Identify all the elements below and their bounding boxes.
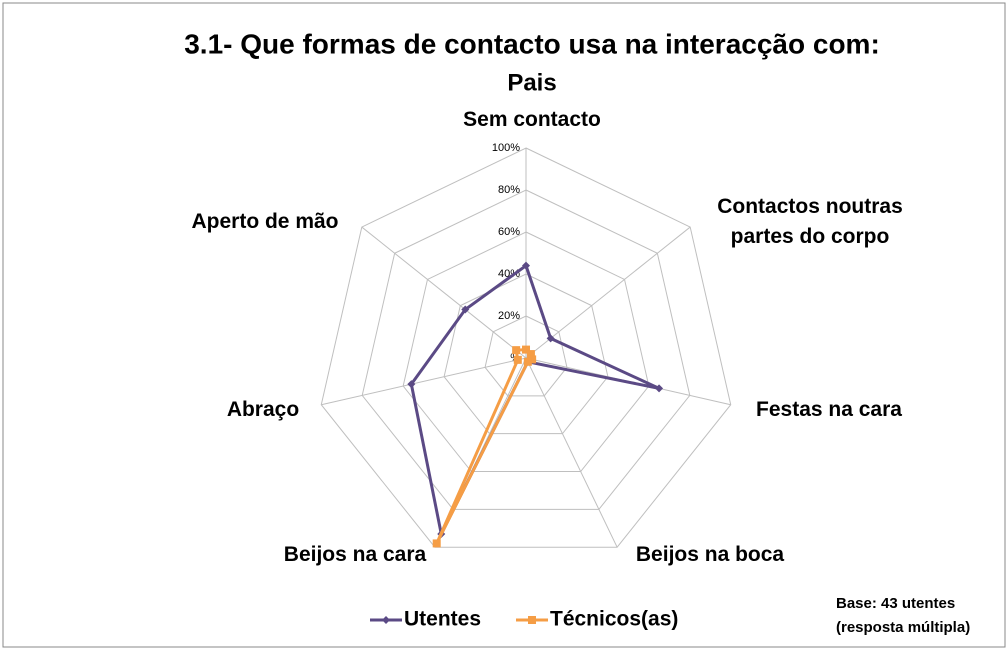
marker — [655, 384, 664, 393]
spoke — [525, 226, 691, 359]
marker — [546, 334, 555, 343]
category-label: Abraço — [226, 398, 300, 421]
grid-ring — [484, 315, 568, 397]
marker — [523, 357, 532, 366]
marker — [461, 305, 470, 314]
r-tick-label: 60% — [498, 226, 520, 238]
note-line: Base: 43 utentes — [836, 595, 955, 612]
marker — [526, 350, 535, 359]
chart-subtitle: Pais — [507, 69, 556, 96]
marker — [512, 346, 521, 355]
spoke — [321, 357, 527, 406]
marker — [528, 355, 537, 364]
r-tick-label: 100% — [492, 142, 520, 154]
chart-title: 3.1- Que formas de contacto usa na inter… — [184, 28, 880, 59]
category-label: Beijos na cara — [283, 543, 427, 566]
r-tick-label: 80% — [498, 184, 520, 196]
category-label: Festas na cara — [756, 398, 902, 421]
marker — [407, 380, 416, 389]
legend-marker — [382, 616, 390, 624]
spoke — [361, 226, 527, 359]
grid-ring — [320, 147, 732, 548]
legend-label: Utentes — [404, 608, 481, 631]
category-label: Contactos noutras partes do corpo — [717, 195, 903, 248]
note-line: (resposta múltipla) — [836, 619, 970, 636]
r-tick-label: 20% — [498, 310, 520, 322]
legend-marker — [528, 616, 536, 624]
grid-ring — [402, 231, 650, 473]
legend-label: Técnicos(as) — [550, 608, 678, 631]
spoke — [525, 357, 618, 548]
marker — [522, 261, 530, 270]
marker — [432, 539, 441, 548]
grid-ring — [361, 189, 691, 510]
category-label: Sem contacto — [463, 108, 601, 131]
marker — [513, 355, 522, 364]
category-label: Beijos na boca — [635, 543, 785, 566]
marker — [522, 345, 530, 354]
category-label: Aperto de mão — [191, 210, 339, 233]
r-tick-label: 40% — [498, 268, 520, 280]
grid-ring — [443, 273, 609, 435]
